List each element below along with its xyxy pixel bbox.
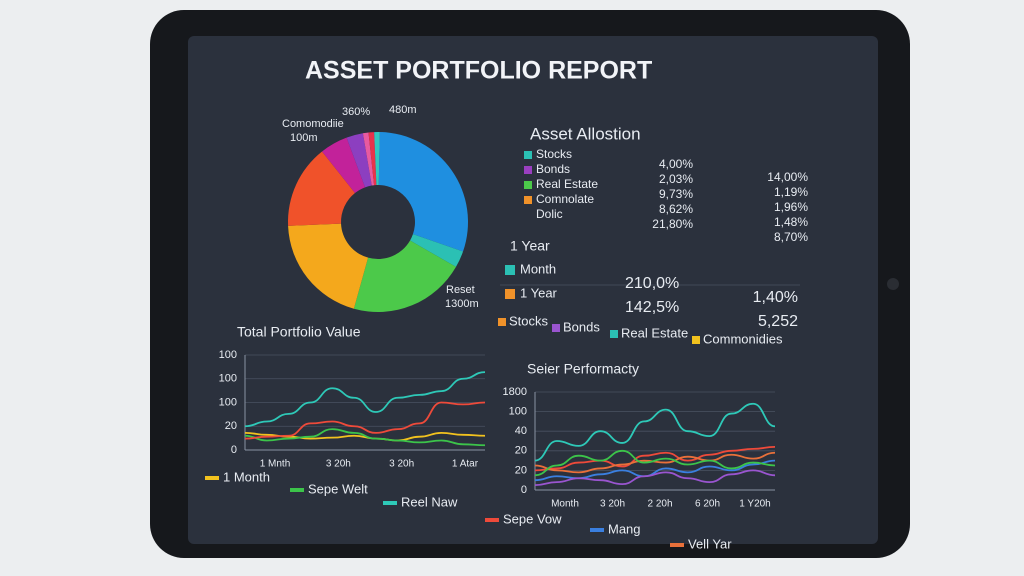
pie-annotation: 480m [389,104,417,116]
legend-swatch [692,336,700,344]
pie-slice [368,132,377,186]
report-title: ASSET PORTFOLIO REPORT [305,57,652,85]
allocation-value: 1,96% [774,200,808,214]
series-line [244,371,486,428]
legend-swatch [505,265,515,275]
x-axis-label: 3 20h [600,499,625,510]
pie-slice [288,223,369,309]
legend-swatch [383,501,397,505]
series-line [534,445,776,472]
series-line [534,469,776,486]
chart-title: Total Portfolio Value [237,324,361,340]
x-axis-label: 1 Mnth [260,459,291,470]
y-axis-label: 0 [521,484,527,496]
legend-swatch [505,289,515,299]
legend-swatch [524,181,532,189]
x-axis-label: 3 20h [389,459,414,470]
allocation-value: 9,73% [659,187,693,201]
legend-swatch [205,476,219,480]
y-axis-label: 1800 [503,386,527,398]
period-value: 142,5% [625,299,679,316]
legend-swatch [524,196,532,204]
series-line [244,428,486,447]
x-axis-label: 2 20h [647,499,672,510]
pie-slice [353,240,456,313]
series-line [244,401,486,440]
legend-label: Mang [608,521,641,536]
pie-annotation: 1300m [445,298,479,310]
pie-slice [410,234,464,267]
legend-label: Commonidies [703,331,783,346]
series-line [534,402,776,462]
pie-slice [378,132,468,252]
y-axis-label: 40 [515,425,527,437]
y-axis-label: 0 [231,444,237,456]
allocation-name: Stocks [536,147,572,161]
x-axis-label: 6 20h [695,499,720,510]
y-axis-label: 20 [515,445,527,457]
y-axis-label: 100 [509,406,527,418]
legend-swatch [590,528,604,532]
allocation-value: 2,03% [659,172,693,186]
x-axis-label: 1 Y20h [739,499,771,510]
period-name: 1 Year [520,285,558,300]
x-axis-label: 3 20h [326,459,351,470]
x-axis-label: 1 Atar [452,459,479,470]
legend-label: Sepe Vow [503,511,562,526]
period-value: 1,40% [753,289,798,306]
pie-slice [362,132,375,186]
pie-annotation: 360% [342,106,370,118]
home-button[interactable] [887,278,899,290]
legend-label: Bonds [563,319,600,334]
pie-annotation: 100m [290,132,318,144]
allocation-name: Real Estate [536,177,598,191]
allocation-name: Bonds [536,162,570,176]
allocation-value: 8,62% [659,202,693,216]
pie-slice [346,133,372,188]
legend-swatch [610,330,618,338]
chart-title: Seier Performacty [527,361,639,377]
legend-label: Real Estate [621,325,688,340]
legend-label: Stocks [509,313,549,328]
legend-swatch [524,166,532,174]
legend-swatch [498,318,506,326]
period-value: 5,252 [758,313,798,330]
allocation-name: Dolic [536,207,563,221]
legend-label: 1 Month [223,469,270,484]
pie-slice [322,137,366,194]
period-value: 210,0% [625,275,679,292]
y-axis-label: 100 [219,349,237,361]
pie-annotation: Reset [446,284,475,296]
series-line [534,451,776,474]
section-title: 1 Year [510,238,550,254]
legend-swatch [290,488,304,492]
legend-label: Reel Naw [401,494,458,509]
y-axis-label: 20 [225,420,237,432]
allocation-value: 8,70% [774,230,808,244]
x-axis-label: Month [551,499,579,510]
y-axis-label: 100 [219,396,237,408]
y-axis-label: 100 [219,373,237,385]
pie-slice [287,151,355,226]
allocation-value: 21,80% [652,217,693,231]
legend-swatch [524,151,532,159]
allocation-value: 14,00% [767,170,808,184]
allocation-value: 1,48% [774,215,808,229]
legend-swatch [552,324,560,332]
y-axis-label: 20 [515,464,527,476]
period-name: Month [520,261,556,276]
allocation-name: Comnolate [536,192,594,206]
pie-annotation: Comomodiie [282,118,344,130]
legend-label: Vell Yar [688,536,732,551]
series-line [534,449,776,477]
legend-label: Sepe Welt [308,481,368,496]
allocation-value: 1,19% [774,185,808,199]
legend-swatch [670,543,684,547]
section-title: Asset Allostion [530,124,641,143]
pie-slice [374,132,380,186]
legend-swatch [485,518,499,522]
allocation-value: 4,00% [659,157,693,171]
